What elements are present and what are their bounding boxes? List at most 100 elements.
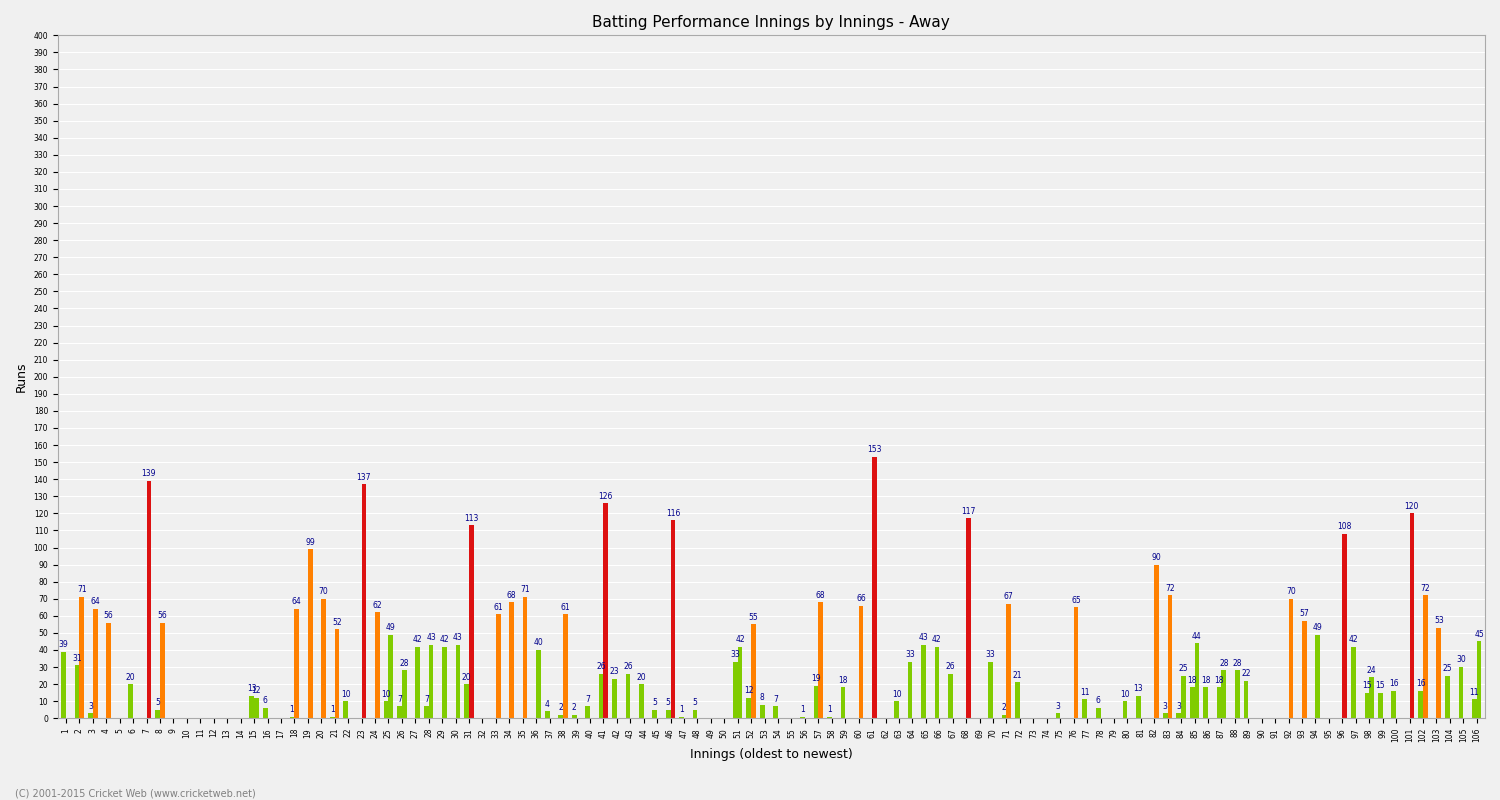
Bar: [470, 526, 474, 718]
Text: 12: 12: [252, 686, 261, 695]
Text: 13: 13: [1134, 685, 1143, 694]
Text: 3: 3: [1056, 702, 1060, 710]
Text: 7: 7: [424, 694, 429, 704]
Bar: [1244, 681, 1248, 718]
Bar: [62, 652, 66, 718]
Bar: [388, 634, 393, 718]
Text: 20: 20: [126, 673, 135, 682]
Text: 5: 5: [693, 698, 698, 707]
Bar: [1074, 607, 1078, 718]
Bar: [321, 598, 326, 718]
Text: 42: 42: [735, 635, 746, 644]
Text: 10: 10: [1120, 690, 1130, 698]
Text: 5: 5: [652, 698, 657, 707]
Bar: [1378, 693, 1383, 718]
Bar: [774, 706, 778, 718]
Bar: [384, 701, 388, 718]
Text: 126: 126: [598, 491, 613, 501]
Bar: [249, 696, 254, 718]
Text: 5: 5: [666, 698, 670, 707]
Text: 120: 120: [1404, 502, 1419, 510]
Bar: [1007, 604, 1011, 718]
Text: 42: 42: [1348, 635, 1359, 644]
Bar: [429, 645, 433, 718]
Text: 6: 6: [1095, 697, 1101, 706]
Text: (C) 2001-2015 Cricket Web (www.cricketweb.net): (C) 2001-2015 Cricket Web (www.cricketwe…: [15, 788, 255, 798]
Bar: [603, 503, 608, 718]
Bar: [585, 706, 590, 718]
Text: 72: 72: [1420, 584, 1430, 593]
Bar: [1234, 670, 1239, 718]
Text: 11: 11: [1080, 688, 1089, 697]
Bar: [934, 646, 939, 718]
Text: 42: 42: [413, 635, 423, 644]
Text: 21: 21: [1013, 671, 1023, 680]
Bar: [562, 614, 568, 718]
Bar: [652, 710, 657, 718]
Text: 22: 22: [1240, 669, 1251, 678]
Text: 137: 137: [357, 473, 370, 482]
Text: 23: 23: [609, 667, 619, 676]
Bar: [1216, 687, 1221, 718]
Text: 49: 49: [386, 623, 396, 632]
Text: 18: 18: [1188, 676, 1197, 685]
Text: 64: 64: [90, 598, 101, 606]
Bar: [1002, 715, 1007, 718]
Text: 3: 3: [1176, 702, 1180, 710]
Bar: [626, 674, 630, 718]
Text: 8: 8: [760, 693, 765, 702]
Bar: [572, 715, 576, 718]
Text: 61: 61: [561, 602, 570, 611]
Text: 2: 2: [558, 703, 562, 712]
Bar: [948, 674, 952, 718]
Bar: [858, 606, 864, 718]
Text: 57: 57: [1299, 610, 1310, 618]
Bar: [88, 713, 93, 718]
Text: 28: 28: [1220, 659, 1228, 668]
Bar: [75, 666, 80, 718]
Text: 16: 16: [1416, 679, 1425, 688]
Text: 5: 5: [154, 698, 160, 707]
Text: 10: 10: [340, 690, 351, 698]
Bar: [1083, 699, 1088, 718]
Text: 56: 56: [104, 611, 114, 620]
Bar: [1176, 713, 1180, 718]
Text: 43: 43: [918, 634, 928, 642]
Text: 64: 64: [292, 598, 302, 606]
Text: 1: 1: [290, 705, 294, 714]
Bar: [693, 710, 698, 718]
Bar: [840, 687, 844, 718]
Bar: [290, 717, 294, 718]
Bar: [262, 708, 267, 718]
Text: 2: 2: [572, 703, 576, 712]
Text: 7: 7: [585, 694, 590, 704]
Text: 99: 99: [306, 538, 315, 546]
Bar: [362, 484, 366, 718]
Text: 39: 39: [58, 640, 69, 649]
Bar: [680, 717, 684, 718]
Text: 3: 3: [1162, 702, 1168, 710]
Bar: [1342, 534, 1347, 718]
Bar: [1016, 682, 1020, 718]
Bar: [106, 622, 111, 718]
Text: 62: 62: [372, 601, 382, 610]
Bar: [908, 662, 912, 718]
Text: 28: 28: [399, 659, 410, 668]
Bar: [1419, 691, 1424, 718]
Text: 7: 7: [774, 694, 778, 704]
Bar: [1203, 687, 1208, 718]
Bar: [465, 684, 470, 718]
Bar: [1194, 643, 1200, 718]
Bar: [254, 698, 260, 718]
Bar: [1472, 699, 1476, 718]
Text: 15: 15: [1376, 681, 1384, 690]
Bar: [496, 614, 501, 718]
Bar: [1221, 670, 1226, 718]
Text: 1: 1: [827, 705, 833, 714]
Bar: [747, 698, 752, 718]
Text: 52: 52: [332, 618, 342, 627]
Text: 113: 113: [464, 514, 478, 522]
Text: 61: 61: [494, 602, 502, 611]
Bar: [1352, 646, 1356, 718]
Bar: [416, 646, 420, 718]
